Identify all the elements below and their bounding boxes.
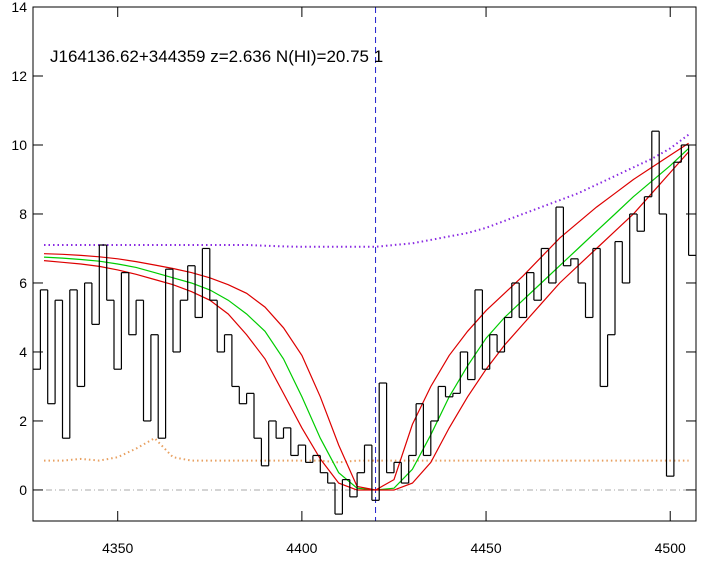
y-tick-label: 12 [11,68,27,84]
series-line [43,147,690,491]
y-tick-label: 4 [19,344,27,360]
y-tick-label: 0 [19,482,27,498]
series-line [43,142,689,491]
y-tick-label: 14 [11,0,27,15]
y-tick-label: 8 [19,206,27,222]
y-tick-label: 2 [19,413,27,429]
x-tick-label: 4450 [470,540,501,556]
y-tick-label: 10 [11,137,27,153]
x-tick-label: 4350 [102,540,133,556]
x-tick-label: 4500 [655,540,686,556]
series-line [43,151,690,491]
y-tick-label: 6 [19,275,27,291]
flux-connectors [39,131,690,515]
x-tick-label: 4400 [286,540,317,556]
plot-frame [32,6,697,522]
series-line [44,133,690,248]
chart-title: J164136.62+344359 z=2.636 N(HI)=20.75 1 [50,47,383,66]
